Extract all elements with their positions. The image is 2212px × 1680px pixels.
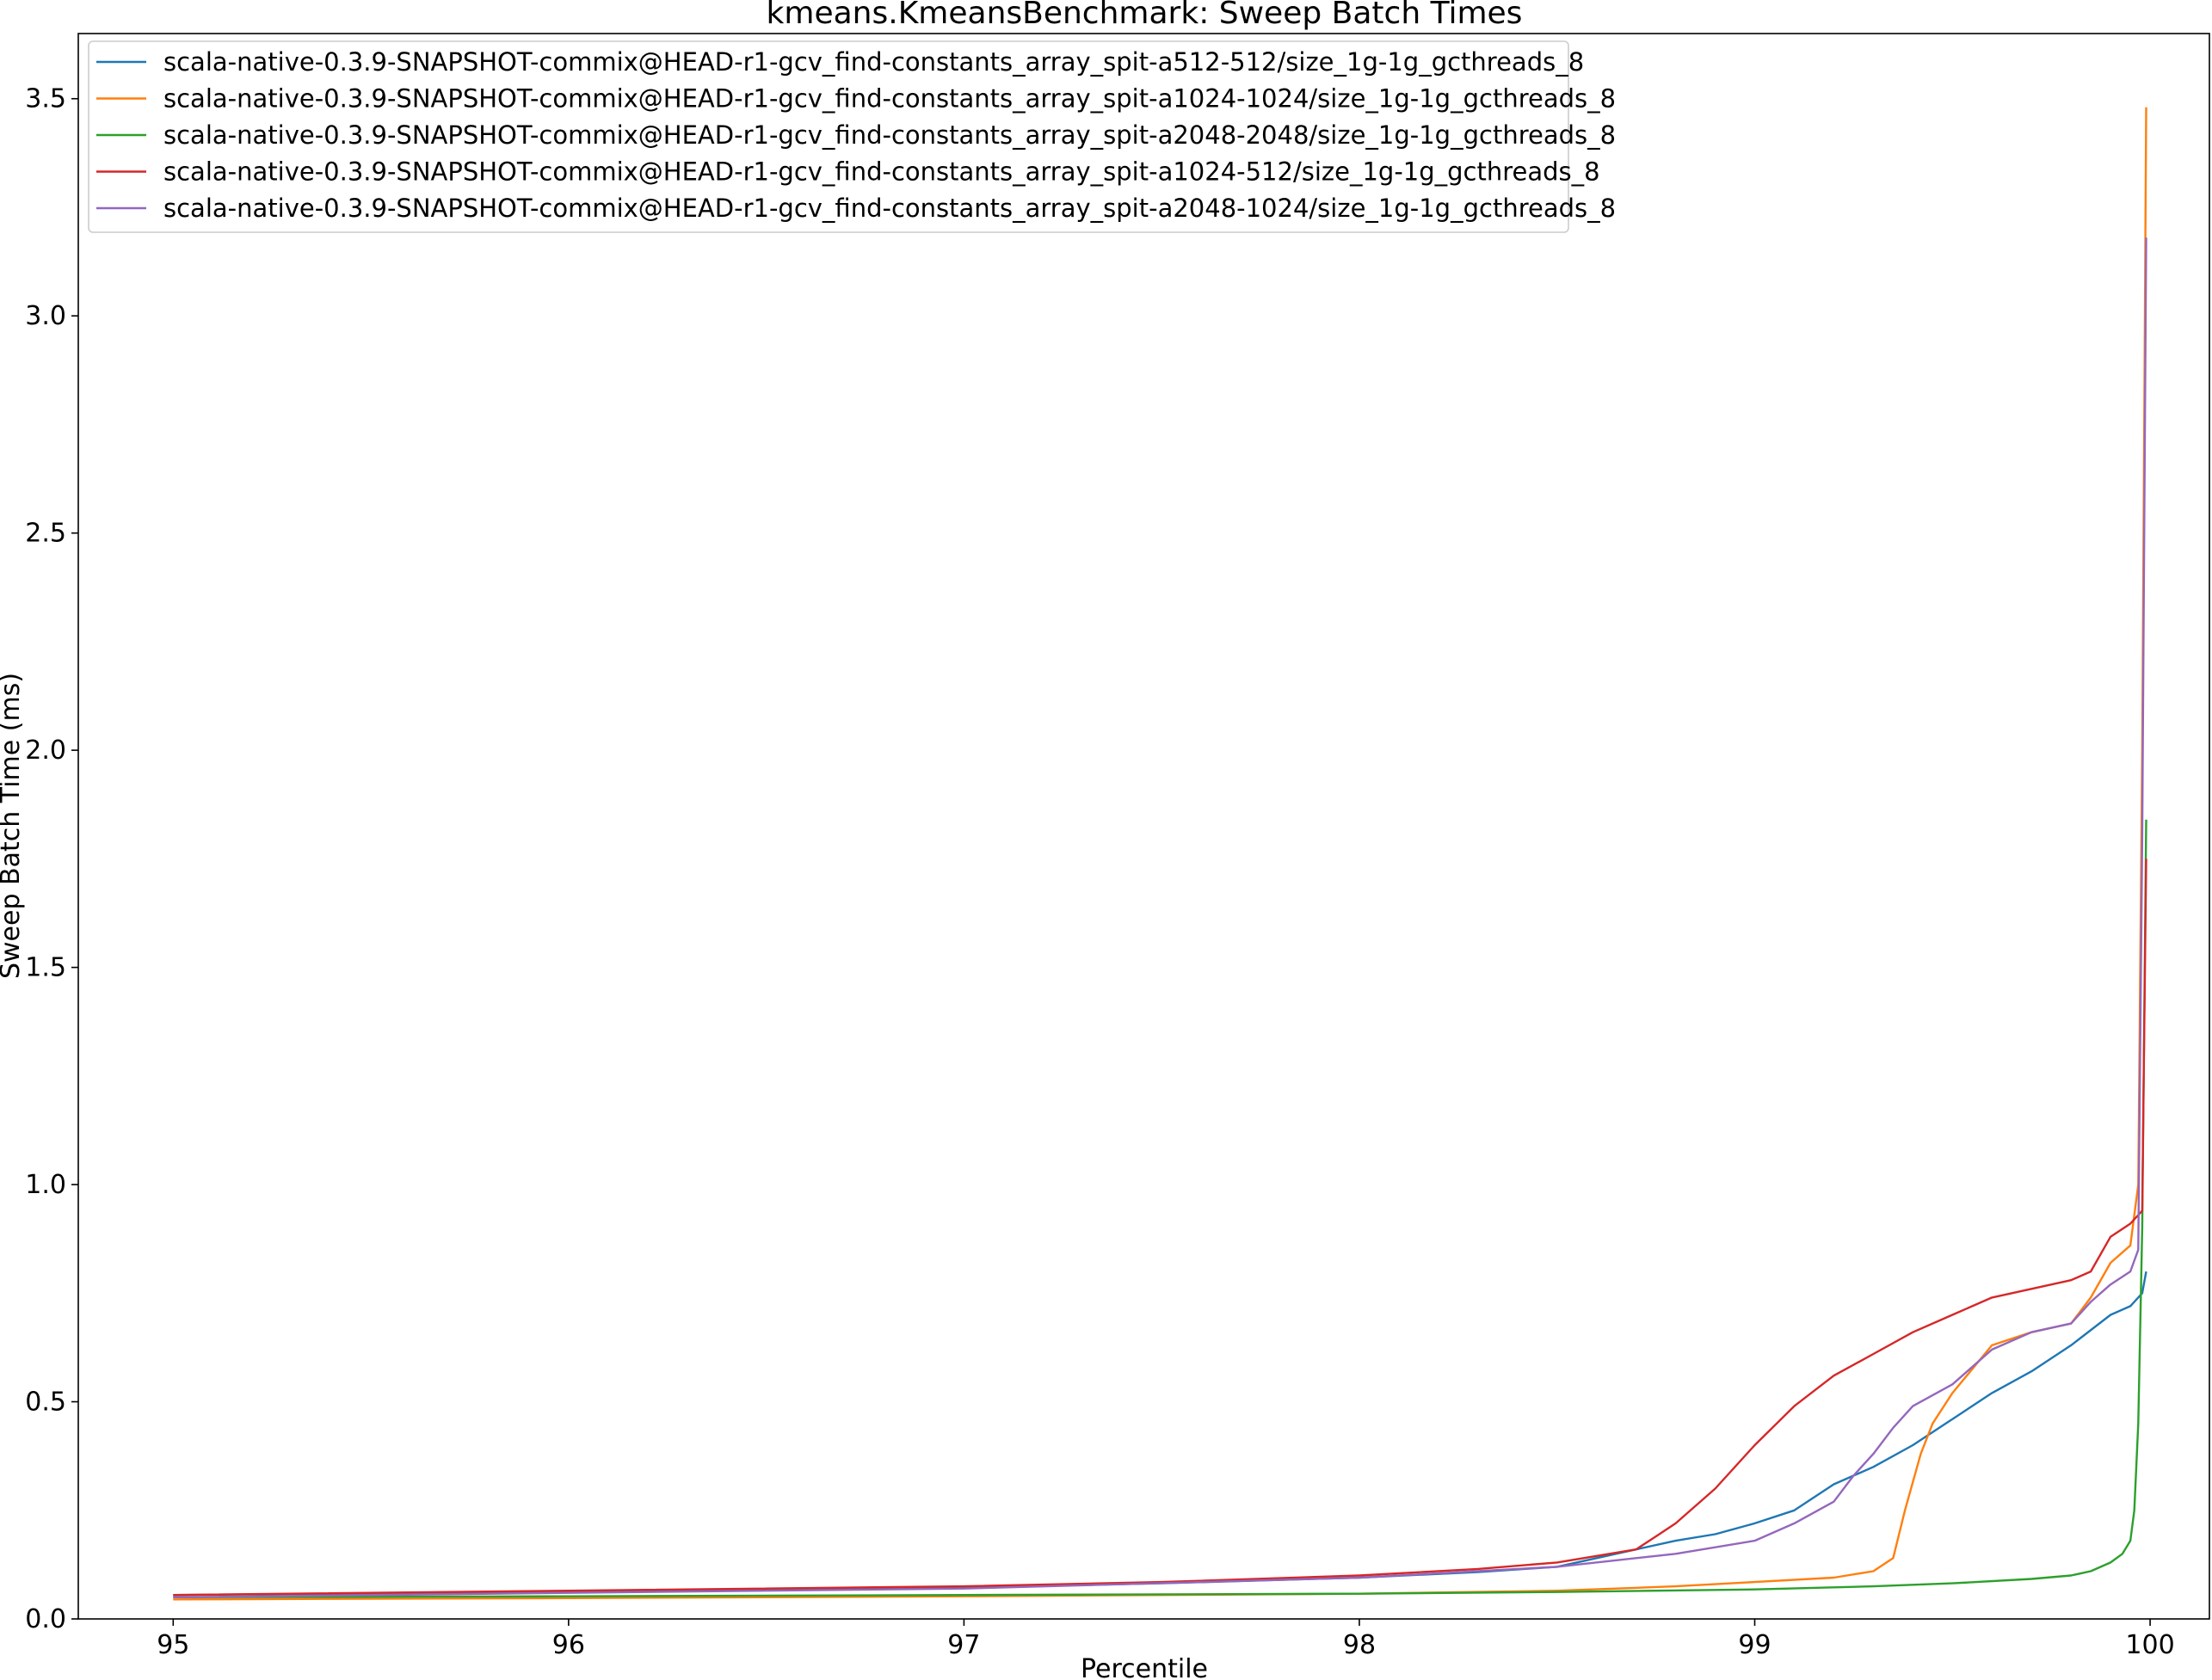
x-tick-label: 95 [157, 1630, 189, 1660]
y-axis-label: Sweep Batch Time (ms) [0, 673, 26, 979]
legend-label-4: scala-native-0.3.9-SNAPSHOT-commix@HEAD-… [163, 157, 1600, 187]
series-line-3 [173, 819, 2147, 1599]
y-tick-label: 1.5 [25, 953, 66, 983]
series-line-5 [173, 237, 2147, 1598]
legend-label-3: scala-native-0.3.9-SNAPSHOT-commix@HEAD-… [163, 120, 1616, 150]
x-axis-ticks: 95 96 97 98 99 100 [157, 1619, 2175, 1660]
legend-label-1: scala-native-0.3.9-SNAPSHOT-commix@HEAD-… [163, 47, 1584, 77]
legend-label-5: scala-native-0.3.9-SNAPSHOT-commix@HEAD-… [163, 194, 1616, 223]
series-line-1 [173, 1271, 2147, 1597]
y-tick-label: 2.5 [25, 519, 66, 549]
legend-label-2: scala-native-0.3.9-SNAPSHOT-commix@HEAD-… [163, 84, 1616, 114]
legend-frame [88, 40, 1569, 233]
x-tick-label: 97 [947, 1630, 980, 1660]
x-tick-label: 96 [552, 1630, 585, 1660]
series-line-4 [173, 858, 2147, 1597]
y-axis-ticks: 0.0 0.5 1.0 1.5 2.0 2.5 3.0 3.5 [25, 84, 78, 1634]
chart-title: kmeans.KmeansBenchmark: Sweep Batch Time… [767, 0, 1523, 31]
y-tick-label: 0.0 [25, 1604, 66, 1634]
plot-frame [77, 33, 2210, 1620]
x-tick-label: 99 [1738, 1630, 1771, 1660]
y-tick-label: 2.0 [25, 735, 66, 766]
legend: scala-native-0.3.9-SNAPSHOT-commix@HEAD-… [88, 40, 1616, 233]
series-lines [173, 107, 2147, 1601]
x-axis-label: Percentile [1081, 1654, 1208, 1680]
y-tick-label: 0.5 [25, 1388, 66, 1418]
y-tick-label: 3.5 [25, 84, 66, 114]
x-tick-label: 98 [1343, 1630, 1376, 1660]
x-tick-label: 100 [2125, 1630, 2174, 1660]
y-tick-label: 3.0 [25, 301, 66, 331]
series-line-2 [173, 107, 2147, 1601]
y-tick-label: 1.0 [25, 1170, 66, 1200]
